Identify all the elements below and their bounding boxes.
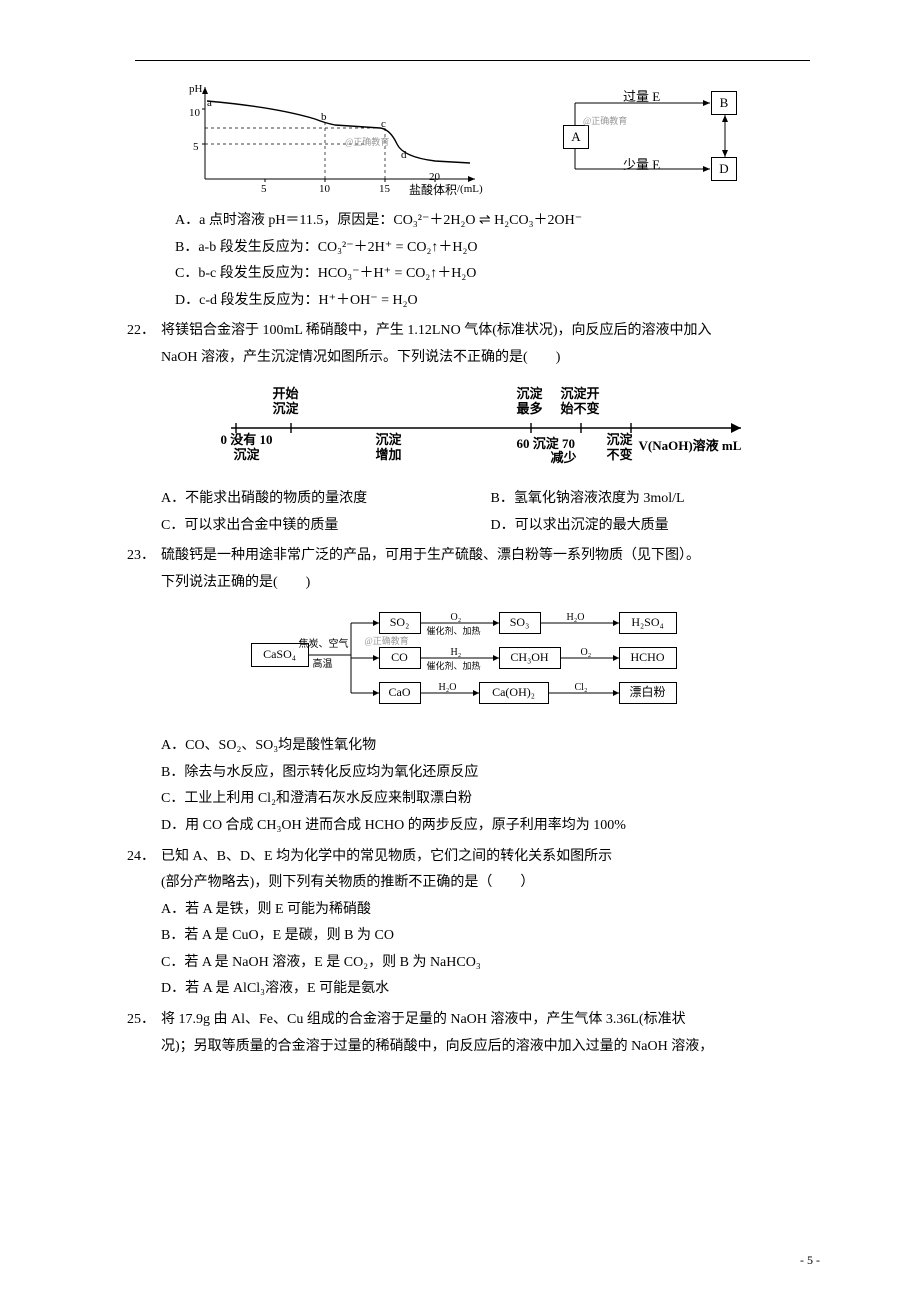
q22-B: B．氢氧化钠溶液浓度为 3mol/L: [491, 486, 821, 513]
ph-xlabel: 盐酸体积: [409, 179, 457, 202]
q24-B: B．若 A 是 CuO，E 是碳，则 B 为 CO: [161, 923, 820, 950]
ph-xunit: /(mL): [457, 179, 483, 200]
q21-options: A．a 点时溶液 pH＝11.5，原因是：CO₃²⁻＋2H₂O ⇌ H₂CO₃＋…: [175, 208, 820, 314]
q23-B: B．除去与水反应，图示转化反应均为氧化还原反应: [161, 760, 820, 787]
ph-point-c: c: [381, 114, 386, 135]
figure-row-q21: pH a b c d 10 5 5 10 15 20 盐酸体积 /(mL) @正…: [175, 79, 820, 194]
q21-B: B．a-b 段发生反应为：CO₃²⁻＋2H⁺ = CO₂↑＋H₂O: [175, 235, 820, 262]
o2b: O₂: [581, 643, 592, 662]
q21-C: C．b-c 段发生反应为：HCO₃⁻＋H⁺ = CO₂↑＋H₂O: [175, 261, 820, 288]
q23-A: A．CO、SO₂、SO₃均是酸性氧化物: [161, 733, 820, 760]
q23-num: 23．: [115, 543, 161, 839]
box-bleach: 漂白粉: [619, 682, 677, 704]
q24-A: A．若 A 是铁，则 E 可能为稀硝酸: [161, 897, 820, 924]
box-co: CO: [379, 647, 421, 669]
ph-ytick-5: 5: [193, 137, 199, 158]
naoh-dec: 减少: [551, 446, 577, 471]
ph-chart: pH a b c d 10 5 5 10 15 20 盐酸体积 /(mL) @正…: [175, 79, 495, 194]
abd-diagram: A B D 过量 E 少量 E @正确教育: [535, 89, 755, 184]
box-so2: SO₂: [379, 612, 421, 634]
naoh-begin-const: 沉淀开 始不变: [561, 386, 600, 417]
q23: 23． 硫酸钙是一种用途非常广泛的产品，可用于生产硫酸、漂白粉等一系列物质（见下…: [115, 543, 820, 839]
ph-xtick-10: 10: [319, 179, 330, 200]
cond2: 高温: [313, 655, 333, 674]
ph-xtick-5: 5: [261, 179, 267, 200]
cat2: 催化剂、加热: [427, 658, 481, 675]
naoh-axis: V(NaOH)溶液 mL: [639, 434, 742, 459]
q24-num: 24．: [115, 844, 161, 1004]
box-hcho: HCHO: [619, 647, 677, 669]
caso4-figure: CaSO₄ 焦炭、空气 高温 SO₂ O₂ 催化剂、加热 SO₃ H₂O H₂S…: [251, 605, 731, 715]
cat1: 催化剂、加热: [427, 623, 481, 640]
ph-watermark: @正确教育: [345, 134, 389, 151]
q25-stem1: 将 17.9g 由 Al、Fe、Cu 组成的合金溶于足量的 NaOH 溶液中，产…: [161, 1007, 820, 1034]
q22-D: D．可以求出沉淀的最大质量: [491, 513, 821, 540]
h2oa: H₂O: [567, 608, 585, 627]
cl2: Cl₂: [575, 678, 588, 697]
q23-C: C．工业上利用 Cl₂和澄清石灰水反应来制取漂白粉: [161, 786, 820, 813]
q23-stem1: 硫酸钙是一种用途非常广泛的产品，可用于生产硫酸、漂白粉等一系列物质（见下图）。: [161, 543, 820, 570]
ph-point-a: a: [207, 93, 212, 114]
q22: 22． 将镁铝合金溶于 100mL 稀硝酸中，产生 1.12LNO 气体(标准状…: [115, 318, 820, 539]
naoh-start: 开始 沉淀: [273, 386, 299, 417]
ph-point-b: b: [321, 107, 327, 128]
q21-D: D．c-d 段发生反应为：H⁺＋OH⁻ = H₂O: [175, 288, 820, 315]
q24-stem2: (部分产物略去)，则下列有关物质的推断不正确的是（ ）: [161, 870, 820, 897]
box-so3: SO₃: [499, 612, 541, 634]
ph-ytick-10: 10: [189, 103, 200, 124]
cond1: 焦炭、空气: [299, 635, 349, 654]
q24: 24． 已知 A、B、D、E 均为化学中的常见物质，它们之间的转化关系如图所示 …: [115, 844, 820, 1004]
box-D: D: [711, 157, 737, 181]
naoh-inc: 沉淀 增加: [376, 432, 402, 463]
ph-ylabel: pH: [189, 79, 202, 100]
box-h2so4: H₂SO₄: [619, 612, 677, 634]
caso4-watermark: @正确教育: [365, 633, 409, 650]
box-cao: CaO: [379, 682, 421, 704]
q25-stem2: 况)；另取等质量的合金溶于过量的稀硝酸中，向反应后的溶液中加入过量的 NaOH …: [161, 1034, 820, 1061]
box-caoh2: Ca(OH)₂: [479, 682, 549, 704]
q23-options: A．CO、SO₂、SO₃均是酸性氧化物 B．除去与水反应，图示转化反应均为氧化还…: [161, 733, 820, 839]
naoh-figure: 开始 沉淀 0 没有 10 沉淀 沉淀 增加 沉淀 最多 沉淀开 始不变 60 …: [221, 380, 761, 468]
box-B: B: [711, 91, 737, 115]
abd-watermark: @正确教育: [583, 113, 627, 130]
q24-options: A．若 A 是铁，则 E 可能为稀硝酸 B．若 A 是 CuO，E 是碳，则 B…: [161, 897, 820, 1003]
q23-D: D．用 CO 合成 CH₃OH 进而合成 HCHO 的两步反应，原子利用率均为 …: [161, 813, 820, 840]
q23-stem2: 下列说法正确的是( ): [161, 570, 820, 597]
q22-A: A．不能求出硝酸的物质的量浓度: [161, 486, 491, 513]
q25-num: 25．: [115, 1007, 161, 1060]
q24-stem1: 已知 A、B、D、E 均为化学中的常见物质，它们之间的转化关系如图所示: [161, 844, 820, 871]
q25: 25． 将 17.9g 由 Al、Fe、Cu 组成的合金溶于足量的 NaOH 溶…: [115, 1007, 820, 1060]
top-rule: [135, 60, 810, 61]
abd-bottom-label: 少量 E: [623, 153, 660, 178]
q22-options: A．不能求出硝酸的物质的量浓度 C．可以求出合金中镁的质量 B．氢氧化钠溶液浓度…: [161, 486, 820, 539]
q21-A: A．a 点时溶液 pH＝11.5，原因是：CO₃²⁻＋2H₂O ⇌ H₂CO₃＋…: [175, 208, 820, 235]
q24-C: C．若 A 是 NaOH 溶液，E 是 CO₂，则 B 为 NaHCO₃: [161, 950, 820, 977]
naoh-const: 沉淀 不变: [607, 432, 633, 463]
box-ch3oh: CH₃OH: [499, 647, 561, 669]
q24-D: D．若 A 是 AlCl₃溶液，E 可能是氨水: [161, 976, 820, 1003]
q22-num: 22．: [115, 318, 161, 539]
ph-xtick-15: 15: [379, 179, 390, 200]
ph-point-d: d: [401, 145, 407, 166]
q22-stem2: NaOH 溶液，产生沉淀情况如图所示。下列说法不正确的是( ): [161, 345, 820, 372]
abd-top-label: 过量 E: [623, 85, 660, 110]
page-footer: - 5 -: [800, 1249, 820, 1272]
q22-C: C．可以求出合金中镁的质量: [161, 513, 491, 540]
naoh-zero: 0 没有 10 沉淀: [221, 432, 273, 463]
naoh-max: 沉淀 最多: [517, 386, 543, 417]
q22-stem1: 将镁铝合金溶于 100mL 稀硝酸中，产生 1.12LNO 气体(标准状况)，向…: [161, 318, 820, 345]
h2ob: H₂O: [439, 678, 457, 697]
